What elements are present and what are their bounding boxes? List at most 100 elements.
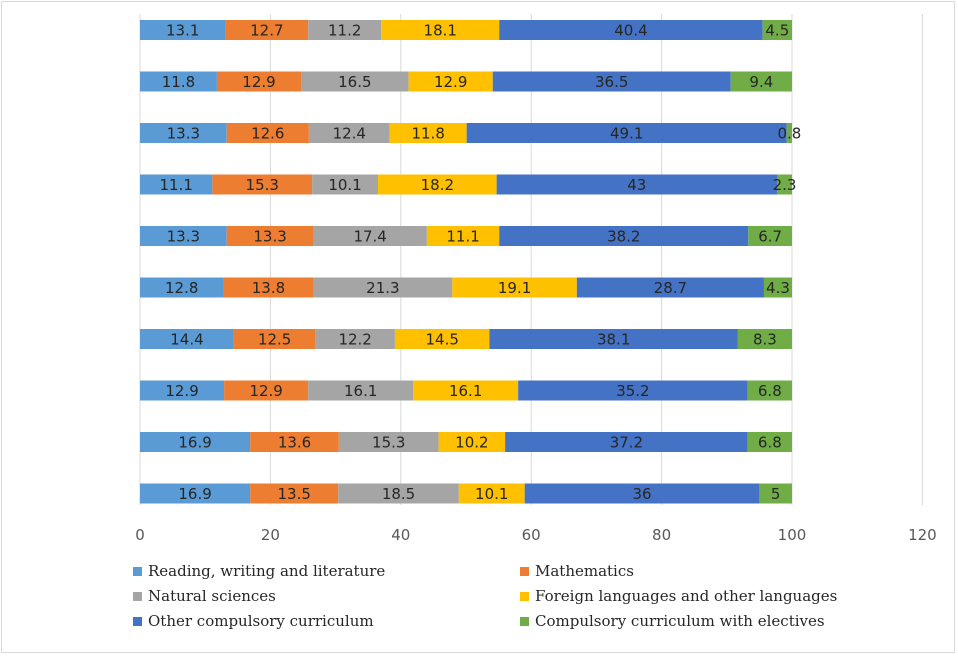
gridlines: [139, 14, 923, 505]
bar-segment: [308, 380, 414, 401]
legend-swatch: [133, 592, 142, 601]
bar-segment: [777, 174, 792, 195]
legend-swatch: [133, 567, 142, 576]
data-label: 38.2: [607, 228, 640, 246]
bar-segment: [737, 329, 792, 349]
data-label: 12.5: [258, 331, 291, 349]
bar-segment: [233, 329, 316, 349]
legend-swatch: [133, 617, 142, 626]
data-label: 12.6: [251, 125, 284, 143]
data-label: 11.1: [159, 176, 192, 194]
bar-segment: [308, 20, 382, 40]
legend-swatch: [520, 617, 529, 626]
x-tick-label: 0: [135, 526, 145, 544]
data-label: 18.1: [424, 22, 457, 40]
data-label: 18.2: [421, 176, 454, 194]
data-label: 16.9: [178, 485, 211, 503]
data-label: 6.8: [758, 382, 782, 400]
bar-segment: [762, 20, 792, 40]
legend-label: Compulsory curriculum with electives: [535, 612, 825, 630]
bar-segment: [225, 20, 309, 40]
data-label: 10.1: [328, 176, 361, 194]
legend-swatch: [520, 567, 529, 576]
data-label: 21.3: [366, 279, 399, 297]
data-label: 13.3: [167, 125, 200, 143]
data-label: 10.1: [475, 485, 508, 503]
data-label: 12.9: [434, 73, 467, 91]
data-label: 13.3: [167, 228, 200, 246]
data-label: 2.3: [773, 176, 797, 194]
bar-segment: [216, 71, 302, 92]
bar-segment: [466, 123, 787, 143]
bar-segment: [576, 277, 764, 298]
data-label: 0.8: [777, 125, 801, 143]
data-label: 43: [627, 176, 646, 194]
bar-segment: [438, 432, 506, 452]
bar-segment: [140, 174, 213, 195]
data-label: 12.9: [249, 382, 282, 400]
data-label: 40.4: [614, 22, 647, 40]
data-label: 49.1: [610, 125, 643, 143]
data-label: 13.3: [253, 228, 286, 246]
bar-segment: [496, 174, 778, 195]
bar-segment: [394, 329, 490, 349]
data-label: 16.1: [449, 382, 482, 400]
data-label: 35.2: [616, 382, 649, 400]
bar-segment: [408, 71, 493, 92]
bar-segment: [301, 71, 409, 92]
data-label: 8.3: [753, 331, 777, 349]
bar-segment: [499, 226, 749, 246]
data-label: 15.3: [246, 176, 279, 194]
data-label: 14.5: [425, 331, 458, 349]
data-label: 38.1: [597, 331, 630, 349]
legend-swatch: [520, 592, 529, 601]
bar-segment: [140, 432, 251, 452]
data-label: 13.6: [278, 434, 311, 452]
x-tick-label: 100: [778, 526, 807, 544]
data-label: 28.7: [654, 279, 687, 297]
data-label: 13.1: [166, 22, 199, 40]
data-label: 6.7: [758, 228, 782, 246]
data-label: 36: [632, 485, 651, 503]
bar-segment: [224, 380, 309, 401]
bar-segment: [140, 277, 224, 298]
data-label: 11.1: [446, 228, 479, 246]
bar-segment: [413, 380, 519, 401]
bar-segment: [223, 277, 314, 298]
data-label: 14.4: [170, 331, 203, 349]
data-label: 12.9: [165, 382, 198, 400]
bar-segment: [524, 483, 760, 504]
x-tick-label: 60: [522, 526, 541, 544]
bar-segment: [747, 432, 792, 452]
data-label: 11.8: [162, 73, 195, 91]
data-label: 9.4: [749, 73, 773, 91]
data-label: 6.8: [758, 434, 782, 452]
bar-segment: [140, 20, 226, 40]
bar-segment: [250, 483, 339, 504]
data-label: 11.8: [411, 125, 444, 143]
bar-segment: [140, 329, 234, 349]
data-label: 16.1: [344, 382, 377, 400]
bar-segment: [308, 123, 390, 143]
bar-segment: [312, 174, 378, 195]
bar-segment: [226, 123, 309, 143]
bar-segment: [250, 432, 339, 452]
data-label: 5: [771, 485, 781, 503]
legend-label: Reading, writing and literature: [148, 562, 385, 580]
bar-segment: [140, 123, 227, 143]
data-label: 15.3: [372, 434, 405, 452]
legend-label: Foreign languages and other languages: [535, 587, 837, 605]
bar-segment: [748, 226, 792, 246]
x-axis: 0 20 40 60 80 100 120: [135, 526, 936, 544]
x-tick-label: 40: [391, 526, 410, 544]
bar-segment: [489, 329, 738, 349]
bar-segment: [338, 483, 459, 504]
data-label: 12.9: [242, 73, 275, 91]
bar-segment: [759, 483, 792, 504]
data-label: 19.1: [498, 279, 531, 297]
bar-segment: [338, 432, 439, 452]
data-label: 17.4: [353, 228, 386, 246]
x-tick-label: 120: [908, 526, 937, 544]
